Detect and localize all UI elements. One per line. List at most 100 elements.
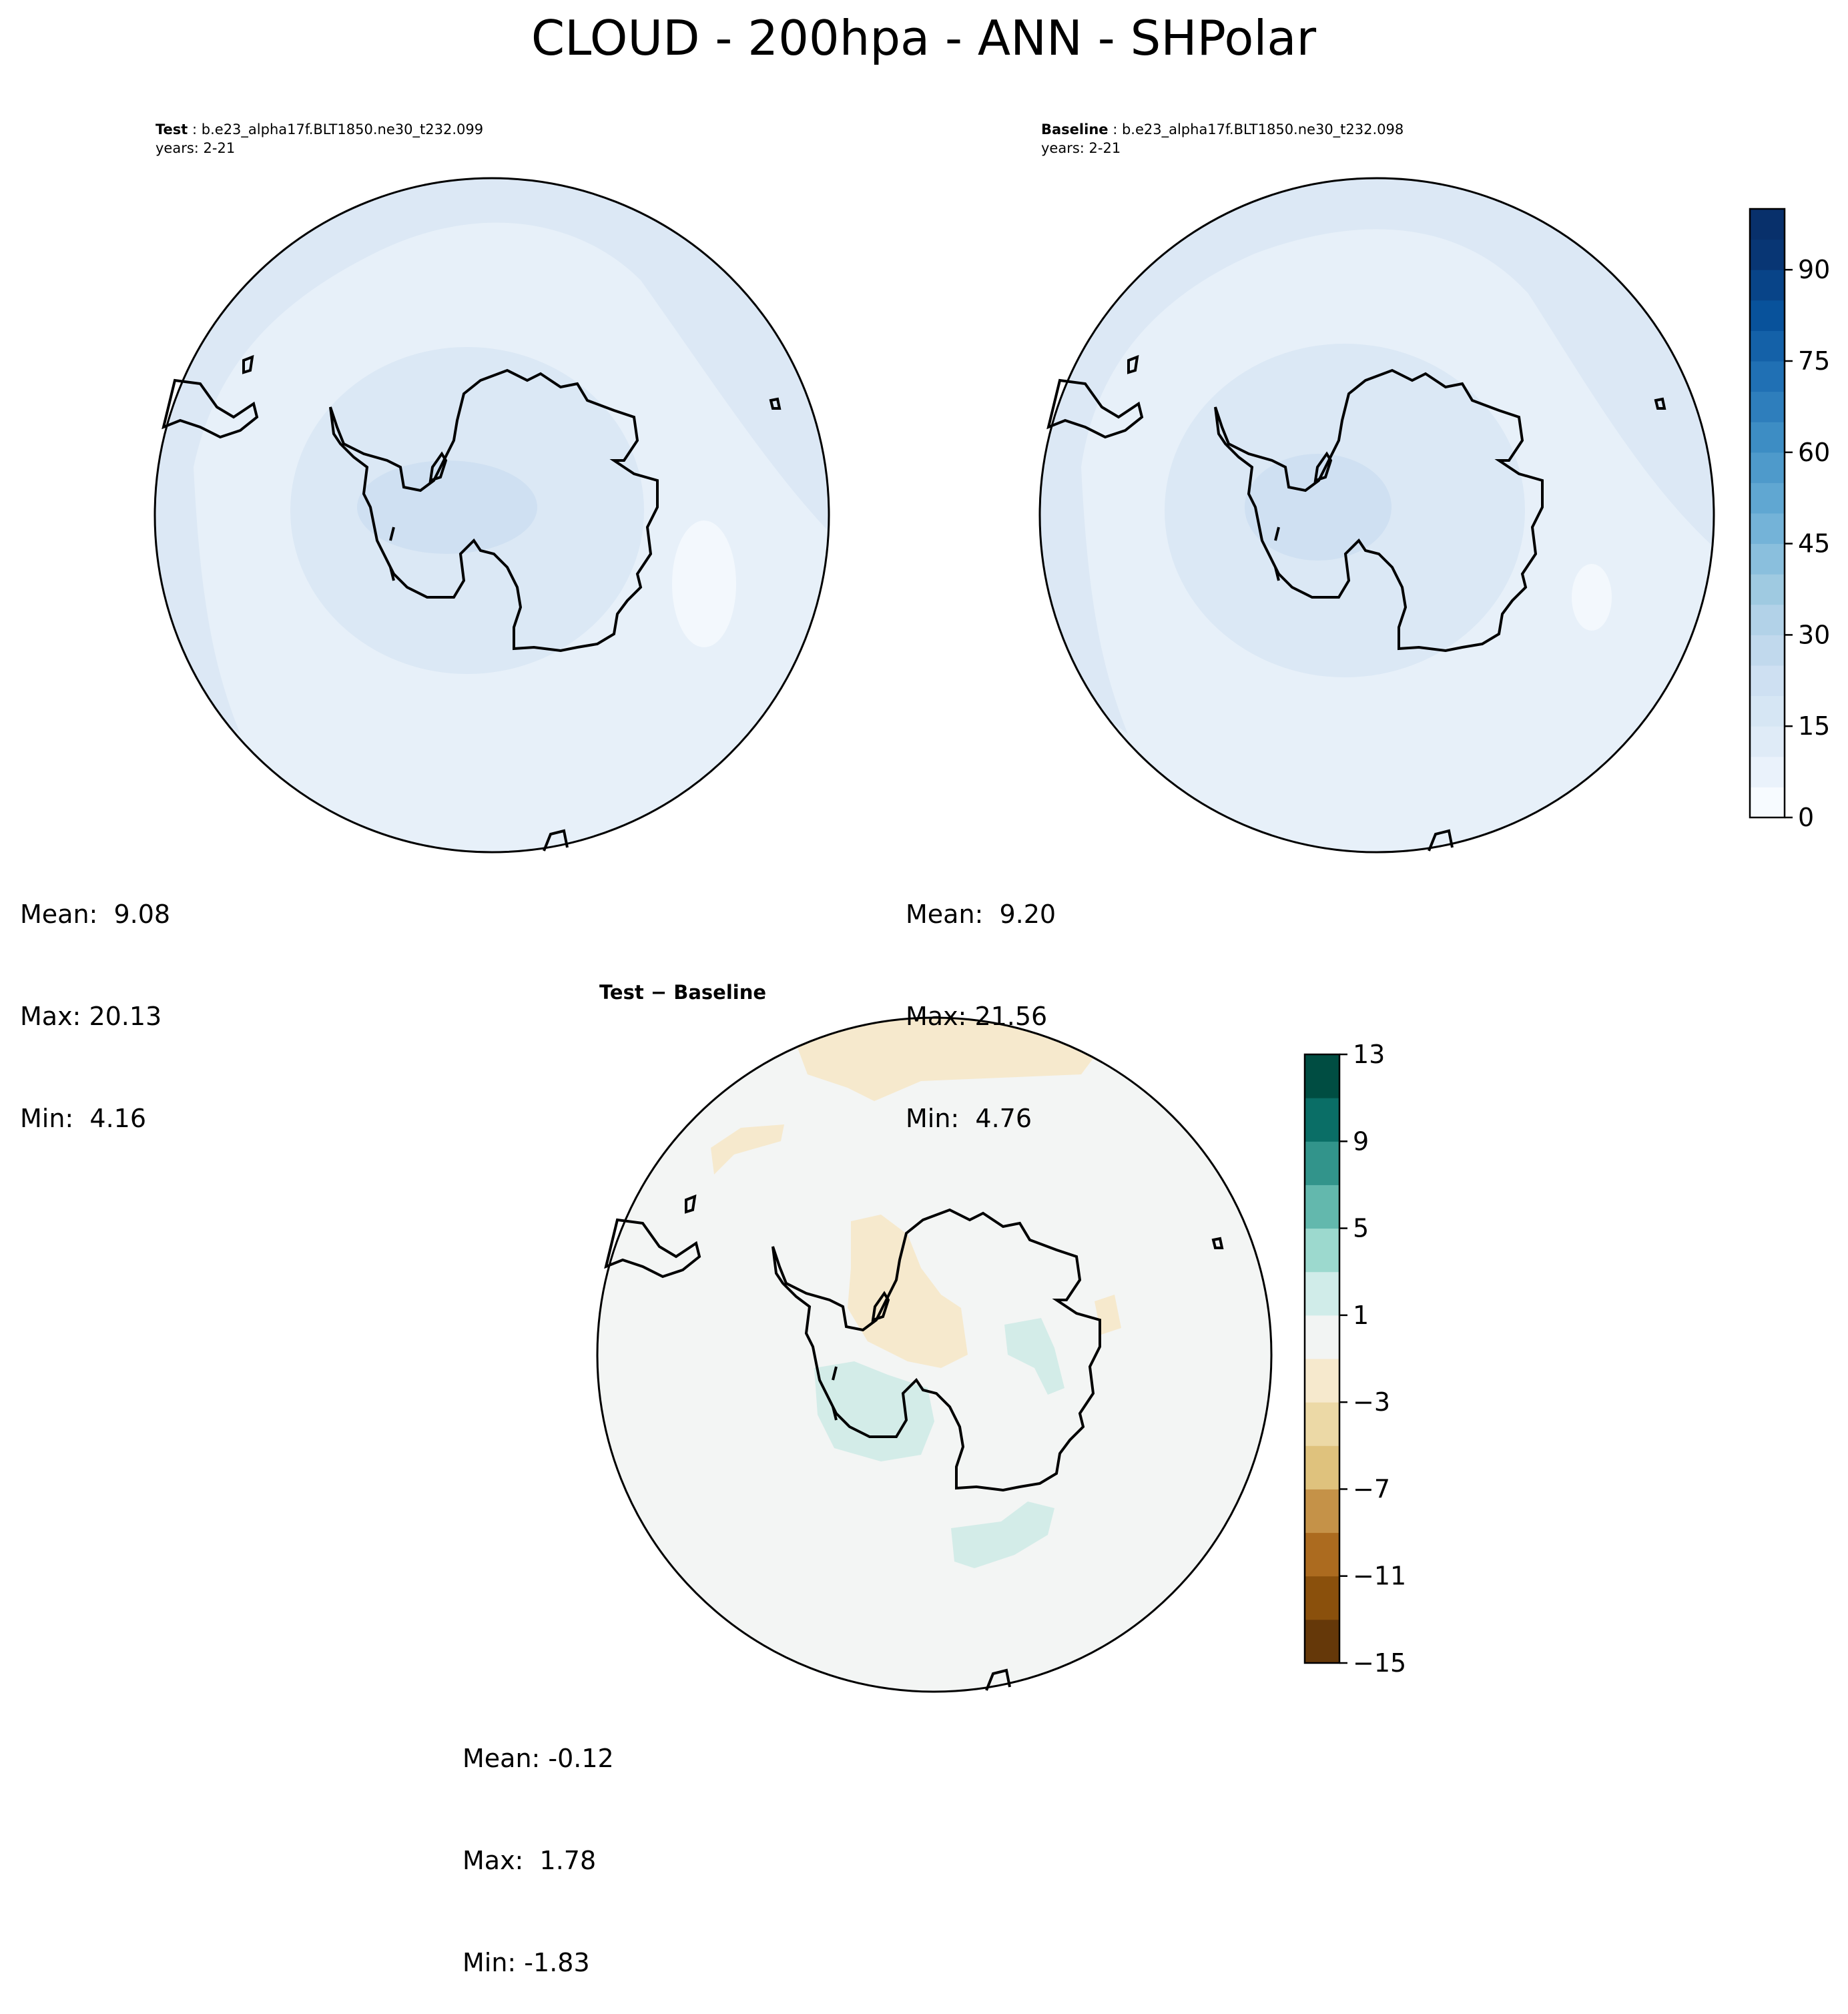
case-name: b.e23_alpha17f.BLT1850.ne30_t232.099 [201, 121, 484, 137]
colorbar-tick-label: −11 [1353, 1562, 1406, 1591]
stat-max: Max: 21.56 [906, 1002, 1048, 1031]
stats-difference: Mean: -0.12 Max: 1.78 Min: -1.83 [463, 1674, 614, 2014]
min-field [672, 521, 736, 647]
panel-label: Test − Baseline [599, 981, 767, 1004]
map-boundary-difference [596, 1016, 1273, 1693]
stats-baseline: Mean: 9.20 Max: 21.56 Min: 4.76 [906, 829, 1056, 1170]
weddell-island [1313, 451, 1333, 482]
colorbar-tick-label: 75 [1798, 346, 1830, 376]
colorbar-tick-label: 13 [1353, 1040, 1385, 1069]
colorbar-tick-label: 90 [1798, 255, 1830, 284]
colorbar-segment [1305, 1445, 1339, 1489]
map-panel-baseline [1040, 178, 1714, 852]
new-zealand-tip [985, 1668, 1011, 1691]
coastlines-test [162, 354, 782, 852]
south-america-tip [162, 378, 259, 439]
colorbar-segment [1750, 543, 1785, 575]
colorbar-segment [1305, 1619, 1339, 1664]
colorbar-segment [1750, 726, 1785, 757]
colorbar-segment [1305, 1185, 1339, 1229]
antarctica-coastline [1214, 368, 1544, 653]
colorbar-segment [1305, 1098, 1339, 1142]
colorbar-segment [1750, 391, 1785, 422]
colorbar-segment [1750, 209, 1785, 240]
panel-title-difference: Test − Baseline [599, 983, 766, 1002]
sub-antarctic-island [769, 397, 782, 410]
peninsula-islands [1274, 527, 1280, 581]
colorbar-difference: −15 −11 −7 −3 1 5 9 13 [1303, 1040, 1406, 1678]
stat-max: Max: 1.78 [463, 1846, 597, 1875]
peninsula-islands [832, 1366, 838, 1421]
stat-min: Min: 4.16 [20, 1104, 146, 1133]
stats-test: Mean: 9.08 Max: 20.13 Min: 4.16 [20, 829, 170, 1170]
colorbar-tick-label: 45 [1798, 529, 1830, 559]
colorbar-tick-label: −3 [1353, 1387, 1390, 1417]
figure-title: CLOUD - 200hpa - ANN - SHPolar [531, 10, 1317, 66]
colorbar-frame [1303, 1053, 1341, 1664]
positive-anomaly-peninsula [814, 1361, 934, 1461]
stat-mean: Mean: -0.12 [463, 1744, 614, 1773]
panel-title-test: Test : b.e23_alpha17f.BLT1850.ne30_t232.… [156, 121, 484, 156]
high-cloud-band [1040, 178, 1714, 734]
colorbar-segment [1305, 1576, 1339, 1620]
colorbar-segment [1750, 270, 1785, 301]
colorbar-segment [1305, 1315, 1339, 1359]
colorbar-segment [1305, 1532, 1339, 1577]
coastlines-difference [604, 1194, 1224, 1691]
colorbar-main: 0 15 30 45 60 75 90 [1749, 208, 1830, 832]
negative-anomaly-north [788, 1018, 1101, 1101]
colorbar-tick-label: −15 [1353, 1648, 1406, 1678]
stat-max: Max: 20.13 [20, 1002, 162, 1031]
colorbar-segment [1305, 1271, 1339, 1316]
colorbar-tick-label: 60 [1798, 438, 1830, 467]
colorbar-segment [1305, 1228, 1339, 1273]
colorbar-segment [1750, 239, 1785, 270]
stat-mean: Mean: 9.08 [20, 900, 171, 929]
negative-anomaly-west [711, 1124, 784, 1174]
panel-label: Baseline [1041, 121, 1109, 137]
colorbar-segment [1750, 361, 1785, 392]
map-panel-difference [597, 1018, 1271, 1692]
colorbar-segment [1750, 604, 1785, 635]
positive-anomaly-east [1004, 1318, 1064, 1395]
colorbar-segment [1305, 1359, 1339, 1403]
colorbar-segment [1750, 513, 1785, 545]
colorbar-segment [1750, 482, 1785, 514]
antarctica-coastline [772, 1208, 1101, 1492]
colorbar-tick-label: −7 [1353, 1474, 1390, 1503]
colorbar-tick-label: 9 [1353, 1126, 1369, 1156]
figure: CLOUD - 200hpa - ANN - SHPolar [153, 10, 1830, 1693]
falkland-islands [242, 354, 254, 374]
peninsula-islands [389, 527, 395, 581]
south-america-tip [1046, 378, 1144, 439]
colorbar-segment [1305, 1402, 1339, 1446]
negative-anomaly-interior [848, 1215, 968, 1368]
colorbar-segment [1750, 574, 1785, 605]
colorbar-segment [1750, 787, 1785, 818]
colorbar-segment [1305, 1054, 1339, 1098]
sub-antarctic-island [1654, 397, 1666, 410]
new-zealand-tip [1428, 829, 1454, 852]
years-label: years: 2-21 [1041, 140, 1121, 156]
colorbar-segment [1750, 665, 1785, 697]
stat-min: Min: 4.76 [906, 1104, 1032, 1133]
case-name: b.e23_alpha17f.BLT1850.ne30_t232.098 [1121, 121, 1404, 137]
weddell-island [871, 1291, 890, 1322]
core-field [357, 460, 537, 554]
panel-title-baseline: Baseline : b.e23_alpha17f.BLT1850.ne30_t… [1041, 121, 1404, 156]
colorbar-segment [1750, 330, 1785, 362]
colorbar-segment [1750, 756, 1785, 787]
colorbar-segment [1750, 300, 1785, 331]
weddell-island [428, 451, 448, 482]
south-america-tip [604, 1218, 701, 1279]
falkland-islands [685, 1194, 697, 1214]
colorbar-segment [1305, 1141, 1339, 1185]
coastlines-baseline [1046, 354, 1666, 852]
core-field [1245, 454, 1392, 561]
colorbar-tick-label: 30 [1798, 620, 1830, 649]
antarctica-coastline [329, 368, 659, 653]
map-boundary-test [153, 177, 830, 854]
min-field [1572, 564, 1612, 631]
colorbar-segment [1750, 422, 1785, 453]
falkland-islands [1127, 354, 1139, 374]
